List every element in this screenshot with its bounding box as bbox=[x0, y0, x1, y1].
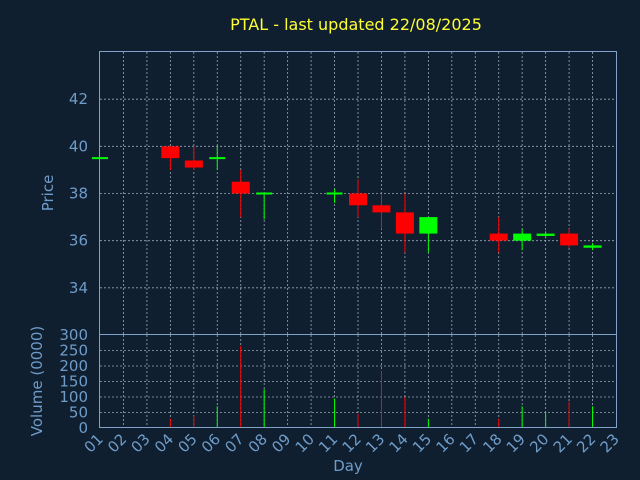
candle bbox=[231, 169, 250, 218]
candle bbox=[326, 188, 343, 203]
day-tick-label: 19 bbox=[503, 430, 529, 456]
volume-tick-label: 250 bbox=[59, 342, 88, 360]
price-tick-labels: 34 36 38 40 42 bbox=[69, 90, 88, 297]
day-tick-label: 20 bbox=[526, 430, 552, 456]
chart-title: PTAL - last updated 22/08/2025 bbox=[230, 15, 482, 34]
candle bbox=[489, 217, 508, 253]
price-tick-label: 38 bbox=[69, 185, 88, 203]
candle bbox=[184, 146, 203, 170]
candle bbox=[513, 228, 532, 251]
candle-body bbox=[395, 212, 414, 234]
volume-tick-label: 150 bbox=[59, 373, 88, 391]
candle bbox=[349, 179, 367, 218]
day-tick-label: 11 bbox=[315, 430, 341, 456]
day-tick-label: 13 bbox=[362, 430, 388, 456]
candle bbox=[536, 231, 555, 239]
day-tick-label: 08 bbox=[245, 430, 271, 456]
candle bbox=[419, 217, 438, 253]
candle bbox=[161, 146, 180, 170]
candle bbox=[395, 193, 414, 253]
candle-body bbox=[560, 233, 579, 246]
volume-tick-label: 100 bbox=[59, 388, 88, 406]
candle-body bbox=[184, 160, 203, 168]
day-tick-labels: 0102030405060708091011121314151617181920… bbox=[81, 430, 623, 456]
candle bbox=[256, 192, 273, 220]
volume-tick-label: 50 bbox=[69, 404, 88, 422]
volume-axis-label: Volume (0000) bbox=[28, 326, 46, 436]
day-tick-label: 15 bbox=[409, 430, 435, 456]
day-tick-label: 22 bbox=[573, 430, 599, 456]
volume-bars-layer bbox=[169, 345, 594, 428]
price-axis-label: Price bbox=[39, 175, 57, 212]
volume-tick-label: 300 bbox=[59, 326, 88, 344]
candle bbox=[583, 243, 602, 251]
day-tick-label: 14 bbox=[386, 430, 412, 456]
volume-panel-frame bbox=[99, 334, 617, 428]
day-tick-label: 10 bbox=[292, 430, 318, 456]
day-tick-label: 18 bbox=[479, 430, 505, 456]
candles-layer bbox=[92, 146, 602, 253]
day-tick-label: 07 bbox=[221, 430, 247, 456]
candle-body bbox=[419, 217, 438, 234]
price-tick-label: 40 bbox=[69, 137, 88, 155]
day-tick-label: 21 bbox=[550, 430, 576, 456]
day-tick-label: 06 bbox=[198, 430, 224, 456]
candle-body bbox=[536, 233, 555, 236]
price-tick-label: 34 bbox=[69, 279, 88, 297]
volume-tick-label: 200 bbox=[59, 357, 88, 375]
candle-body bbox=[489, 233, 508, 241]
day-tick-label: 02 bbox=[104, 430, 130, 456]
day-tick-label: 05 bbox=[174, 430, 200, 456]
day-tick-label: 09 bbox=[268, 430, 294, 456]
candle-body bbox=[349, 193, 367, 206]
day-tick-label: 17 bbox=[456, 430, 482, 456]
candle-body bbox=[161, 146, 180, 159]
day-tick-label: 23 bbox=[597, 430, 623, 456]
day-tick-label: 03 bbox=[128, 430, 154, 456]
candle-body bbox=[583, 245, 602, 248]
price-tick-label: 36 bbox=[69, 232, 88, 250]
candle-body bbox=[231, 181, 250, 194]
candle bbox=[209, 146, 226, 170]
candle bbox=[372, 193, 391, 229]
day-axis-label: Day bbox=[333, 457, 363, 475]
candle bbox=[560, 228, 579, 248]
price-tick-label: 42 bbox=[69, 90, 88, 108]
candle-body bbox=[513, 233, 532, 241]
day-tick-label: 12 bbox=[339, 430, 365, 456]
day-tick-label: 16 bbox=[432, 430, 458, 456]
day-tick-label: 04 bbox=[151, 430, 177, 456]
volume-tick-label: 0 bbox=[78, 419, 88, 437]
candle-body bbox=[372, 205, 391, 213]
